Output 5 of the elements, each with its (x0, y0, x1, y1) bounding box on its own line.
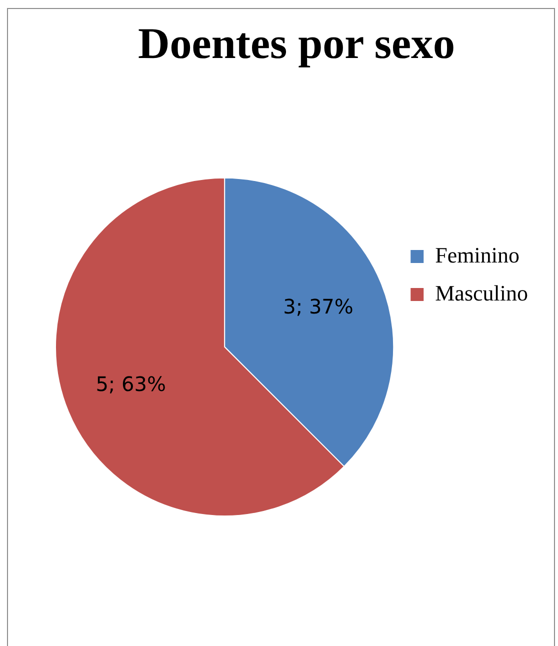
data-label: 3; 37% (283, 294, 354, 318)
legend-label: Masculino (435, 280, 528, 306)
chart-title: Doentes por sexo (138, 18, 455, 68)
data-label: 5; 63% (96, 372, 166, 396)
legend-label: Feminino (435, 242, 520, 268)
